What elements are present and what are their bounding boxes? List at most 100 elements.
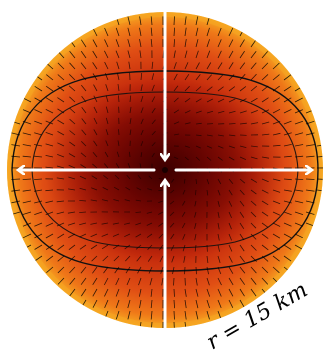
velocity-vector bbox=[239, 110, 247, 114]
velocity-vector bbox=[206, 74, 213, 81]
velocity-vector bbox=[294, 244, 303, 250]
velocity-vector bbox=[228, 233, 232, 241]
velocity-vector bbox=[68, 153, 76, 158]
velocity-vector bbox=[22, 189, 32, 192]
velocity-vector bbox=[128, 61, 131, 70]
velocity-vector bbox=[115, 288, 120, 297]
velocity-vector bbox=[92, 163, 98, 169]
velocity-vector bbox=[90, 222, 98, 225]
velocity-vector bbox=[22, 109, 32, 114]
velocity-vector bbox=[140, 118, 144, 125]
velocity-vector bbox=[22, 222, 32, 227]
velocity-vector bbox=[146, 222, 153, 226]
velocity-vector bbox=[217, 211, 220, 219]
velocity-vector bbox=[90, 199, 98, 202]
velocity-vector bbox=[172, 266, 175, 275]
velocity-vector bbox=[115, 50, 120, 59]
velocity-vector bbox=[316, 189, 323, 192]
velocity-vector bbox=[173, 288, 175, 297]
velocity-vector bbox=[127, 39, 131, 48]
center-point bbox=[162, 167, 168, 173]
velocity-vector bbox=[158, 211, 164, 215]
velocity-vector bbox=[217, 134, 224, 137]
velocity-vector bbox=[181, 222, 186, 229]
velocity-vector bbox=[140, 84, 143, 92]
velocity-vector bbox=[158, 233, 164, 239]
velocity-vector bbox=[127, 288, 131, 297]
velocity-vector bbox=[103, 277, 109, 286]
velocity-vector bbox=[103, 266, 109, 274]
velocity-vector bbox=[104, 299, 109, 308]
velocity-vector bbox=[92, 73, 98, 81]
velocity-vector bbox=[11, 178, 21, 180]
velocity-vector bbox=[146, 233, 153, 238]
velocity-vector bbox=[11, 144, 21, 147]
velocity-vector bbox=[250, 50, 257, 59]
velocity-vector bbox=[81, 118, 87, 125]
velocity-vector bbox=[217, 189, 221, 196]
velocity-vector bbox=[250, 277, 257, 285]
velocity-vector bbox=[195, 288, 199, 297]
velocity-vector bbox=[105, 117, 109, 125]
velocity-vector bbox=[57, 119, 65, 125]
velocity-vector bbox=[151, 142, 156, 147]
velocity-vector bbox=[239, 122, 247, 125]
velocity-vector bbox=[102, 187, 109, 191]
velocity-vector bbox=[272, 222, 281, 227]
velocity-vector bbox=[22, 233, 32, 239]
velocity-vector bbox=[79, 222, 87, 226]
velocity-vector bbox=[250, 189, 257, 195]
velocity-vector bbox=[294, 233, 303, 239]
velocity-vector bbox=[127, 163, 131, 169]
velocity-vector bbox=[228, 145, 236, 149]
velocity-vector bbox=[305, 120, 315, 125]
velocity-vector bbox=[57, 142, 65, 147]
velocity-vector bbox=[11, 132, 21, 136]
velocity-vector bbox=[101, 244, 109, 250]
velocity-vector bbox=[283, 109, 292, 114]
velocity-vector bbox=[294, 211, 304, 215]
velocity-vector bbox=[34, 189, 43, 192]
velocity-vector bbox=[129, 106, 132, 114]
velocity-vector bbox=[239, 244, 245, 252]
velocity-vector bbox=[184, 299, 187, 309]
velocity-vector bbox=[80, 50, 87, 59]
velocity-vector bbox=[112, 222, 120, 225]
velocity-vector bbox=[195, 86, 202, 92]
velocity-vector bbox=[136, 187, 142, 191]
velocity-vector bbox=[126, 174, 131, 180]
velocity-vector bbox=[104, 61, 109, 70]
velocity-vector bbox=[45, 211, 54, 216]
velocity-vector bbox=[68, 244, 76, 251]
velocity-vector bbox=[125, 186, 131, 191]
velocity-vector bbox=[57, 131, 65, 136]
velocity-vector bbox=[22, 97, 32, 103]
velocity-vector bbox=[283, 74, 292, 81]
velocity-vector bbox=[217, 145, 224, 149]
velocity-vector bbox=[173, 16, 175, 26]
velocity-vector bbox=[11, 155, 21, 158]
velocity-vector bbox=[217, 62, 223, 70]
velocity-vector bbox=[80, 73, 87, 81]
velocity-vector bbox=[34, 211, 43, 215]
velocity-vector bbox=[206, 277, 210, 286]
velocity-vector bbox=[137, 266, 142, 274]
velocity-vector bbox=[137, 174, 142, 180]
velocity-vector bbox=[250, 222, 257, 229]
velocity-vector bbox=[250, 145, 258, 148]
velocity-vector bbox=[294, 222, 304, 227]
velocity-vector bbox=[150, 299, 153, 309]
velocity-vector bbox=[184, 110, 191, 114]
velocity-vector bbox=[305, 200, 315, 204]
velocity-vector bbox=[80, 255, 87, 262]
velocity-vector bbox=[305, 178, 315, 180]
velocity-vector bbox=[57, 74, 65, 81]
velocity-vector bbox=[57, 266, 65, 274]
velocity-vector bbox=[272, 233, 281, 239]
velocity-vector bbox=[195, 16, 199, 26]
velocity-vector bbox=[250, 85, 258, 92]
velocity-vector bbox=[125, 255, 131, 262]
velocity-vector bbox=[93, 84, 98, 92]
